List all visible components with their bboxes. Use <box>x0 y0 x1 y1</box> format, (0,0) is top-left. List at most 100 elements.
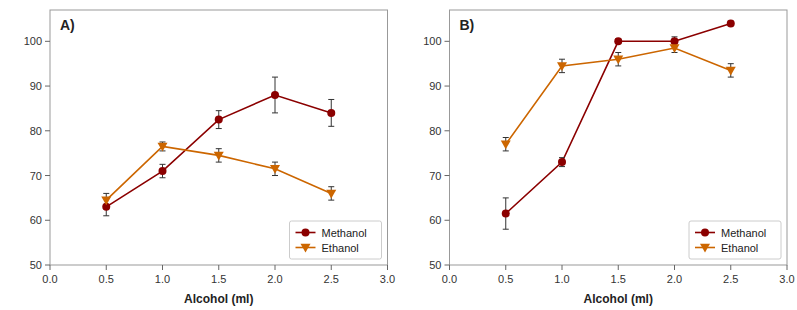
legend-marker <box>701 229 709 237</box>
legend-label: Methanol <box>322 227 367 239</box>
point <box>270 165 280 174</box>
y-tick-label: 70 <box>429 170 441 182</box>
point <box>271 91 279 99</box>
x-tick-label: 2.5 <box>324 273 339 285</box>
point <box>558 158 566 166</box>
point <box>159 167 167 175</box>
series-line <box>506 23 731 213</box>
legend-label: Ethanol <box>322 242 359 254</box>
y-tick-label: 60 <box>429 214 441 226</box>
point <box>502 210 510 218</box>
x-tick-label: 3.0 <box>380 273 395 285</box>
y-tick <box>445 86 450 87</box>
legend-marker <box>301 244 311 253</box>
point <box>670 44 680 53</box>
x-tick-label: 3.0 <box>779 273 794 285</box>
x-tick-label: 2.0 <box>667 273 682 285</box>
legend-label: Methanol <box>721 227 766 239</box>
legend-box <box>290 221 382 259</box>
error-bar <box>503 198 509 229</box>
point <box>158 143 168 152</box>
legend: Methanol Ethanol <box>689 221 781 259</box>
point <box>214 152 224 161</box>
x-tick <box>387 265 388 270</box>
x-tick-label: 1.0 <box>155 273 170 285</box>
y-tick-label: 80 <box>429 125 441 137</box>
plot-frame <box>50 10 388 265</box>
x-tick-label: 1.5 <box>611 273 626 285</box>
legend-box <box>689 221 781 259</box>
point <box>726 67 736 76</box>
y-tick-label: 70 <box>30 170 42 182</box>
point <box>613 55 623 64</box>
y-tick <box>45 41 50 42</box>
x-tick <box>730 265 731 270</box>
y-tick-label: 60 <box>30 214 42 226</box>
x-tick <box>787 265 788 270</box>
x-tick-label: 0.5 <box>498 273 513 285</box>
y-tick-label: 50 <box>30 259 42 271</box>
legend-marker <box>700 244 710 253</box>
point <box>614 37 622 45</box>
point <box>326 190 336 199</box>
error-bar <box>216 111 222 129</box>
x-tick <box>618 265 619 270</box>
error-bar <box>559 158 565 167</box>
x-tick <box>275 265 276 270</box>
x-tick <box>218 265 219 270</box>
y-tick <box>45 175 50 176</box>
point <box>501 140 511 149</box>
legend-marker <box>302 229 310 237</box>
x-tick <box>106 265 107 270</box>
y-tick-label: 90 <box>30 80 42 92</box>
panel: 50 60 70 80 90 100 0.0 0.5 1.0 1.5 2.0 2.5 3.0 Alcoho… <box>24 10 396 306</box>
y-tick <box>445 175 450 176</box>
point <box>215 116 223 124</box>
x-tick <box>449 265 450 270</box>
x-tick <box>674 265 675 270</box>
x-tick-label: 2.5 <box>723 273 738 285</box>
x-tick <box>331 265 332 270</box>
x-axis-label: Alcohol (ml) <box>584 292 653 306</box>
x-tick-label: 0.0 <box>42 273 57 285</box>
chart-canvas: 50 60 70 80 90 100 0.0 0.5 1.0 1.5 2.0 2.5 3.0 Alcoho… <box>0 0 797 310</box>
x-tick-label: 1.0 <box>554 273 569 285</box>
error-bar <box>328 99 334 126</box>
point <box>557 62 567 71</box>
y-tick <box>445 130 450 131</box>
y-tick <box>445 220 450 221</box>
point <box>727 19 735 27</box>
y-tick <box>45 130 50 131</box>
x-tick <box>50 265 51 270</box>
y-tick-label: 80 <box>30 125 42 137</box>
y-tick <box>445 265 450 266</box>
y-tick-label: 90 <box>429 80 441 92</box>
x-tick-label: 1.5 <box>211 273 226 285</box>
x-tick <box>505 265 506 270</box>
y-tick <box>45 265 50 266</box>
y-tick <box>445 41 450 42</box>
series-line <box>506 48 731 144</box>
x-tick-label: 0.0 <box>442 273 457 285</box>
error-bar <box>160 164 166 177</box>
y-tick-label: 50 <box>429 259 441 271</box>
panel-title: A) <box>60 17 75 33</box>
x-axis-label: Alcohol (ml) <box>184 292 253 306</box>
data-group <box>501 19 736 229</box>
plot-frame <box>450 10 788 265</box>
error-bar <box>272 77 278 113</box>
y-tick <box>45 220 50 221</box>
series-line <box>106 146 331 200</box>
x-tick <box>162 265 163 270</box>
panel: 50 60 70 80 90 100 0.0 0.5 1.0 1.5 2.0 2.5 3.0 Alcoho… <box>423 10 795 306</box>
panel-title: B) <box>460 17 475 33</box>
point <box>101 196 111 205</box>
data-group <box>101 77 336 216</box>
y-tick-label: 100 <box>423 35 441 47</box>
x-tick-label: 0.5 <box>99 273 114 285</box>
y-tick <box>45 86 50 87</box>
legend-label: Ethanol <box>721 242 758 254</box>
point <box>327 109 335 117</box>
y-tick-label: 100 <box>24 35 42 47</box>
x-tick-label: 2.0 <box>267 273 282 285</box>
